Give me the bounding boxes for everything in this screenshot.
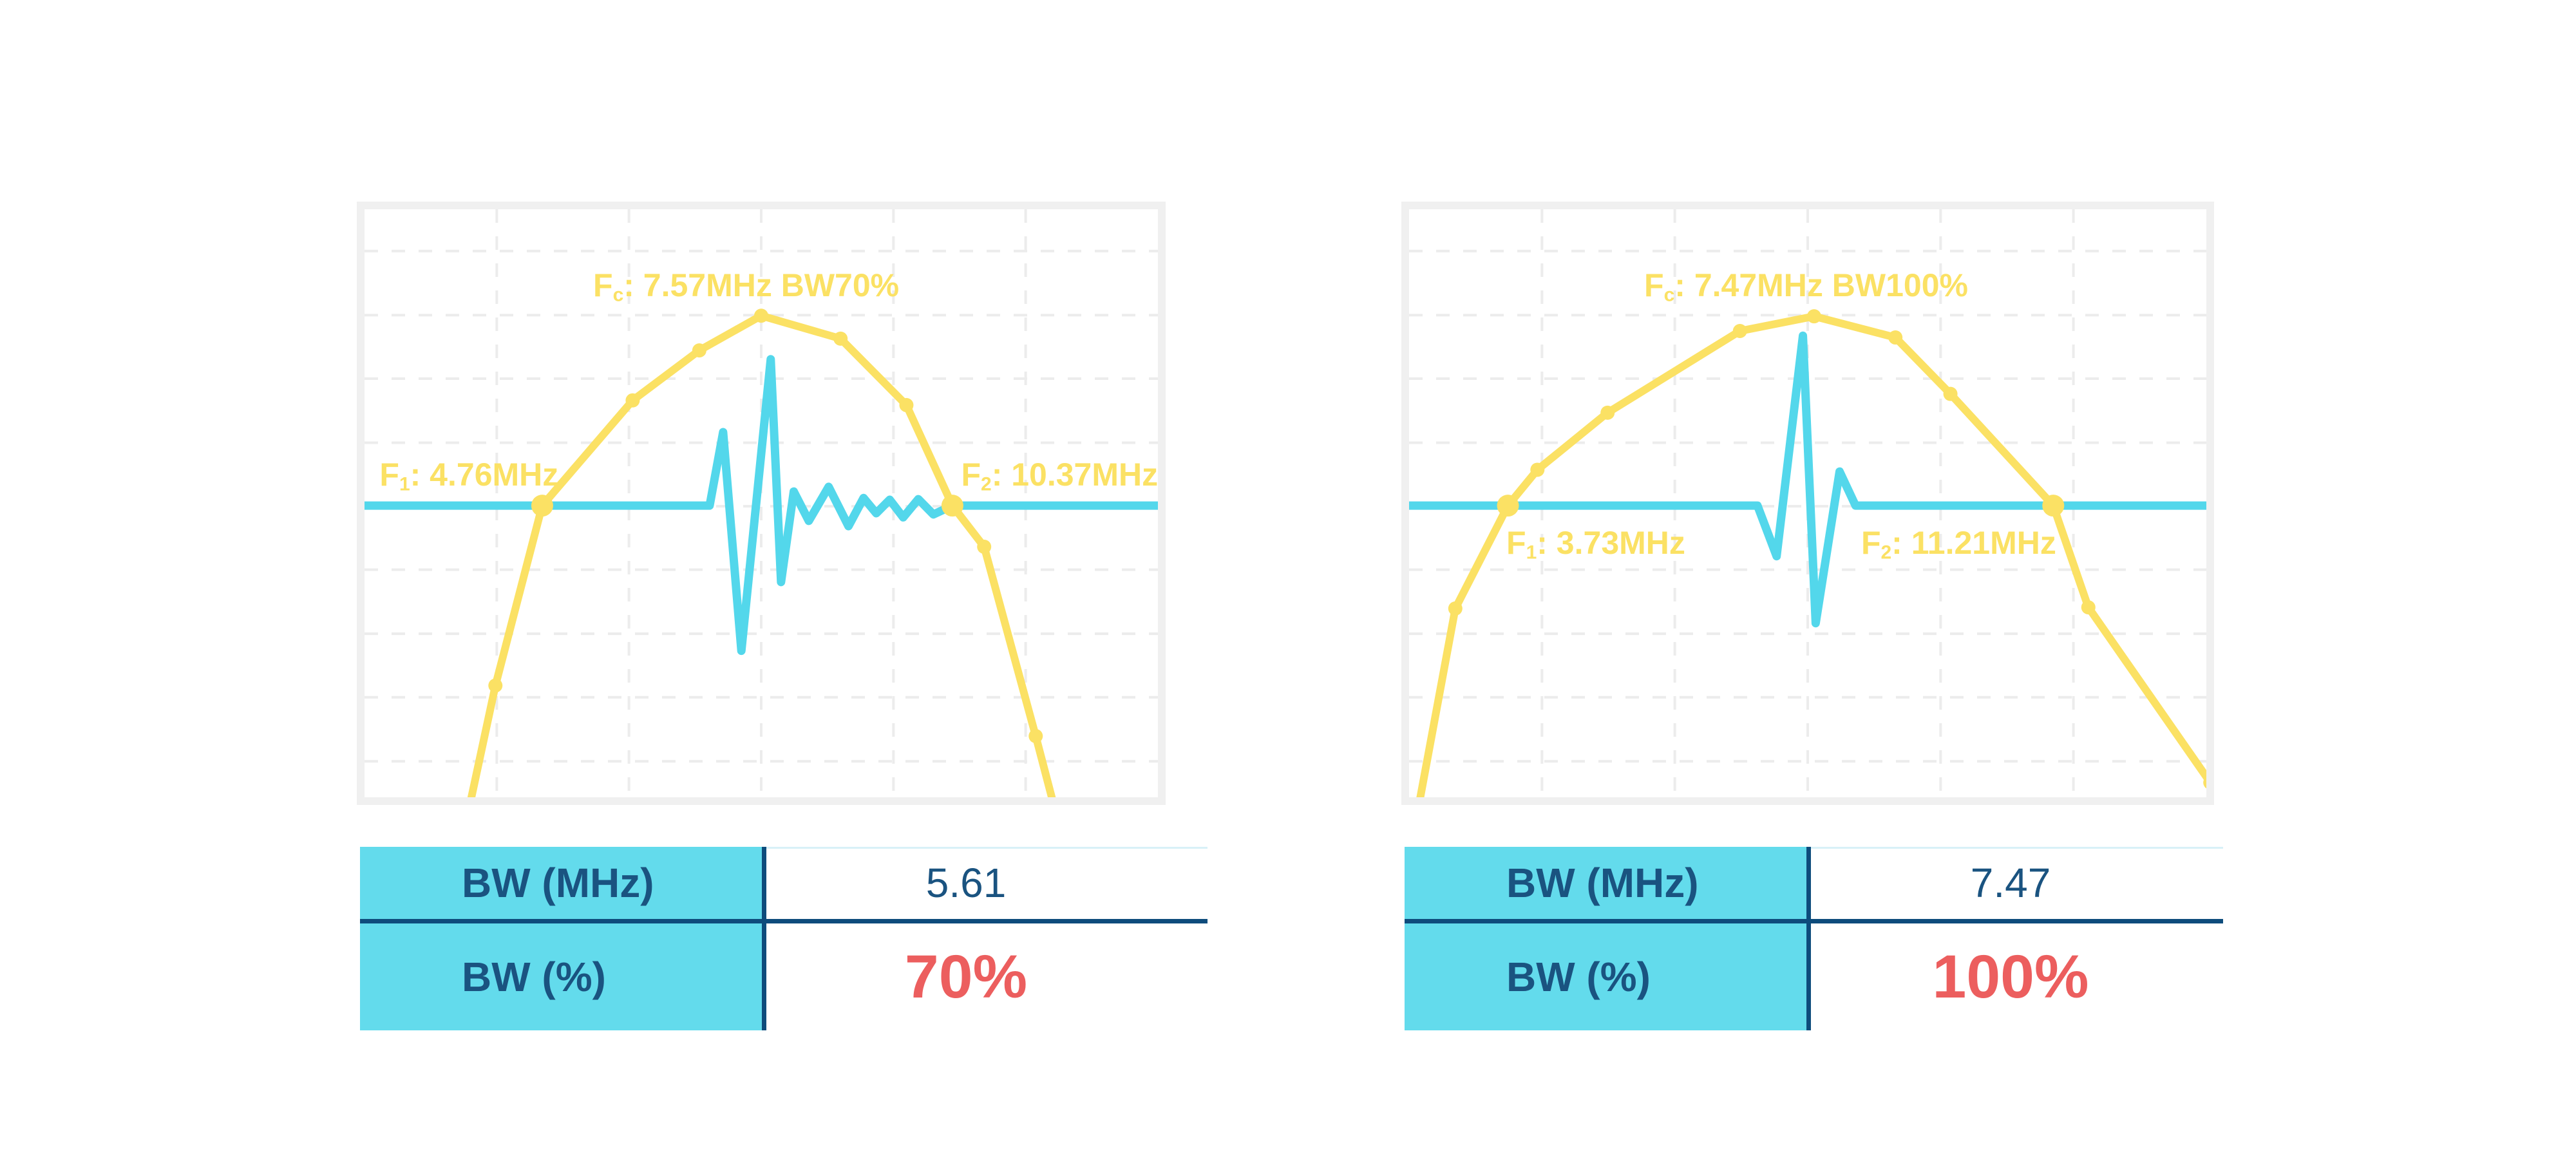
f2-label-subscript: 2 — [1880, 542, 1892, 563]
bw-pct-label-text: BW (%) — [462, 954, 606, 1000]
bw-pct-label-text: BW (%) — [1506, 954, 1651, 1000]
bw-mhz-row-label: BW (MHz) — [360, 847, 762, 919]
center-frequency-label: Fc: 7.57MHz BW70% — [593, 267, 900, 305]
bw-pct-value-text: 70% — [904, 942, 1028, 1011]
f1-label-prefix: F — [1506, 524, 1526, 561]
f2-label-prefix: F — [1861, 524, 1881, 561]
f2-label-value: : 11.21MHz — [1891, 524, 2056, 561]
chart-plot-bw100 — [1409, 209, 2206, 797]
bw-pct-row-label: BW (%) — [1405, 923, 1806, 1030]
bw-table-header-column — [360, 847, 762, 1030]
f2-label-subscript: 2 — [981, 473, 992, 495]
bw-pct-value-text: 100% — [1932, 942, 2089, 1011]
f2-frequency-label: F2: 11.21MHz — [1861, 524, 2056, 562]
f1-frequency-label: F1: 3.73MHz — [1506, 524, 1685, 562]
bw-pct-value: 100% — [1811, 923, 2210, 1030]
bw-pct-value: 70% — [766, 923, 1166, 1030]
table-vertical-rule — [762, 847, 766, 1030]
bw-mhz-label-text: BW (MHz) — [462, 860, 654, 906]
f1-frequency-label: F1: 4.76MHz — [379, 456, 559, 494]
fc-label-subscript: c — [1663, 284, 1675, 306]
table-horizontal-rule — [1405, 919, 2223, 923]
bw-table-left: BW (MHz) BW (%) 5.61 70% — [360, 847, 1208, 1030]
chart-plot-bw70 — [365, 209, 1158, 797]
f2-label-prefix: F — [961, 456, 981, 493]
center-frequency-label: Fc: 7.47MHz BW100% — [1644, 267, 1968, 305]
spectrum-chart-bw100: Fc: 7.47MHz BW100% F1: 3.73MHz F2: 11.21… — [1401, 202, 2214, 805]
bw-mhz-value-text: 7.47 — [1970, 860, 2051, 906]
f1-label-subscript: 1 — [1526, 542, 1537, 563]
table-top-line — [766, 847, 1208, 849]
fc-label-value: : 7.57MHz BW70% — [623, 267, 900, 303]
fc-label-prefix: F — [1644, 267, 1664, 303]
bw-mhz-value: 7.47 — [1811, 847, 2210, 919]
table-vertical-rule — [1806, 847, 1811, 1030]
bw-table-header-column — [1405, 847, 1806, 1030]
f1-label-prefix: F — [379, 456, 399, 493]
fc-label-value: : 7.47MHz BW100% — [1674, 267, 1968, 303]
bw-table-right: BW (MHz) BW (%) 7.47 100% — [1405, 847, 2223, 1030]
table-top-line — [1811, 847, 2223, 849]
spectrum-chart-bw70: Fc: 7.57MHz BW70% F1: 4.76MHz F2: 10.37M… — [357, 202, 1166, 805]
bw-pct-row-label: BW (%) — [360, 923, 762, 1030]
fc-label-prefix: F — [593, 267, 613, 303]
f2-label-value: : 10.37MHz — [991, 456, 1159, 493]
f1-label-subscript: 1 — [399, 473, 410, 495]
table-horizontal-rule — [360, 919, 1208, 923]
fc-label-subscript: c — [612, 284, 624, 306]
bw-mhz-row-label: BW (MHz) — [1405, 847, 1806, 919]
f1-label-value: : 3.73MHz — [1537, 524, 1685, 561]
bw-mhz-value: 5.61 — [766, 847, 1166, 919]
f1-label-value: : 4.76MHz — [410, 456, 559, 493]
bw-mhz-value-text: 5.61 — [925, 860, 1007, 906]
bw-mhz-label-text: BW (MHz) — [1506, 860, 1699, 906]
f2-frequency-label: F2: 10.37MHz — [961, 456, 1159, 494]
